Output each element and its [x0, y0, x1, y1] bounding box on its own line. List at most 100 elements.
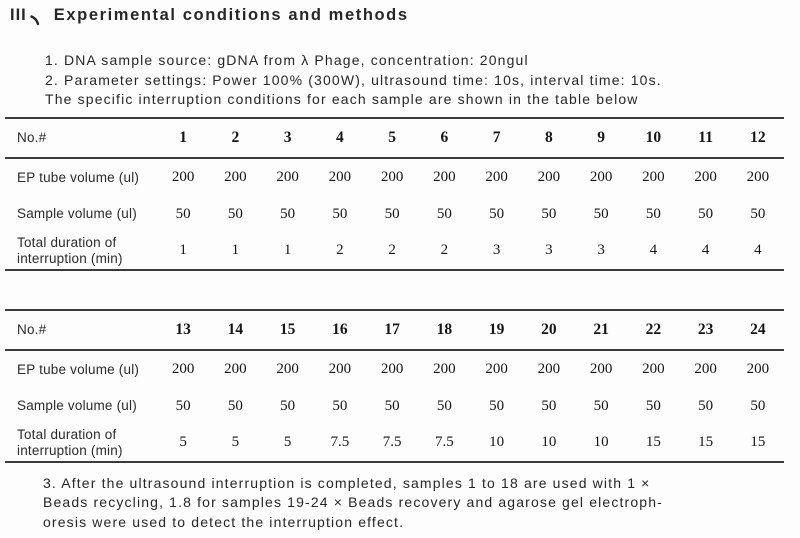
sample-number: 5: [366, 118, 419, 159]
value-cell: 50: [436, 205, 452, 222]
value-cell: 50: [175, 205, 191, 222]
value-cell: 50: [489, 397, 505, 414]
value-cell: 15: [645, 434, 661, 450]
sample-number: 20: [522, 310, 575, 351]
value-cell: 200: [485, 169, 508, 185]
value-cell: 15: [750, 434, 766, 450]
value-cell: 200: [328, 361, 352, 377]
value-cell: 200: [537, 361, 561, 377]
conditions-table-1-wrap: No.# 1 2 3 4 5 6 7 8 9 10 11 12 EP tube volume (ul) 20…: [5, 117, 784, 271]
value-cell: 5: [231, 434, 240, 450]
value-cell: 200: [537, 169, 561, 185]
conditions-table-samples-13-24: No.# 13 14 15 16 17 18 19 20 21 22 23 24 EP tube volu…: [5, 309, 784, 463]
footnote-line-1: 3. After the ultrasound interruption is …: [43, 475, 651, 491]
value-cell: 10: [593, 434, 609, 450]
sample-number: 21: [575, 310, 628, 351]
sample-number: 9: [575, 118, 628, 159]
value-cell: 50: [280, 205, 296, 222]
value-cell: 50: [541, 397, 557, 414]
intro-line-1: 1. DNA sample source: gDNA from λ Phage,…: [45, 52, 529, 68]
sample-number: 17: [366, 310, 419, 351]
sample-number: 23: [679, 310, 732, 351]
value-cell: 200: [589, 169, 613, 185]
table-row: Sample volume (ul) 50 50 50 50 50 50 50 50 50 50 50…: [5, 388, 784, 424]
footnote-paragraph: 3. After the ultrasound interruption is …: [43, 474, 788, 532]
corner-label: No.#: [5, 310, 157, 351]
section-title-text: Experimental conditions and methods: [53, 6, 409, 24]
value-cell: 50: [436, 397, 452, 414]
sample-number: 10: [627, 118, 680, 159]
value-cell: 50: [227, 397, 243, 414]
value-cell: 1: [179, 242, 187, 258]
value-cell: 50: [750, 397, 766, 414]
value-cell: 200: [485, 361, 508, 377]
value-cell: 4: [701, 242, 710, 258]
footnote-line-3: oresis were used to detect the interrupt…: [43, 513, 405, 530]
value-cell: 50: [645, 205, 661, 222]
value-cell: 5: [179, 434, 187, 450]
value-cell: 200: [224, 361, 247, 377]
sample-number: 4: [313, 118, 366, 159]
value-cell: 50: [541, 205, 557, 222]
value-cell: 50: [384, 397, 400, 414]
row-label: EP tube volume (ul): [17, 169, 140, 185]
ideographic-comma-icon: [29, 12, 41, 26]
table-row: EP tube volume (ul) 200 200 200 200 200 200 200…: [5, 158, 784, 196]
table-row: Total duration of interruption (min) 5 5 5 7…: [5, 424, 784, 462]
value-cell: 3: [492, 242, 501, 258]
row-label: Total duration of interruption (min): [17, 427, 123, 458]
value-cell: 50: [593, 205, 609, 222]
sample-number: 19: [470, 310, 523, 351]
value-cell: 1: [231, 242, 240, 258]
value-cell: 15: [698, 434, 714, 450]
sample-number: 7: [470, 118, 523, 159]
conditions-table-samples-1-12: No.# 1 2 3 4 5 6 7 8 9 10 11 12 EP tube volume (ul) 20…: [5, 117, 784, 271]
sample-number: 3: [261, 118, 314, 159]
value-cell: 200: [433, 361, 456, 377]
sample-number: 12: [731, 118, 784, 159]
value-cell: 50: [332, 205, 348, 222]
value-cell: 7.5: [382, 434, 402, 450]
value-cell: 50: [698, 205, 714, 222]
value-cell: 200: [433, 169, 456, 185]
value-cell: 200: [589, 361, 613, 377]
table-row: Total duration of interruption (min) 1 1 1 2…: [5, 232, 784, 270]
value-cell: 2: [388, 242, 396, 258]
intro-line-3: The specific interruption conditions for…: [45, 91, 639, 107]
value-cell: 50: [645, 397, 661, 414]
value-cell: 200: [276, 361, 299, 377]
value-cell: 200: [694, 361, 717, 377]
row-label: Sample volume (ul): [17, 206, 137, 222]
value-cell: 200: [694, 169, 717, 185]
value-cell: 50: [750, 205, 766, 222]
section-title: III Experimental conditions and methods: [10, 6, 409, 26]
value-cell: 1: [283, 242, 292, 258]
value-cell: 200: [380, 169, 404, 185]
value-cell: 200: [746, 361, 770, 377]
value-cell: 200: [380, 361, 404, 377]
sample-number: 8: [522, 118, 575, 159]
table-row: Sample volume (ul) 50 50 50 50 50 50 50 50 50 50 50…: [5, 196, 784, 232]
sample-number: 6: [418, 118, 471, 159]
value-cell: 200: [642, 169, 665, 185]
corner-label: No.#: [5, 118, 157, 159]
sample-number: 15: [261, 310, 314, 351]
value-cell: 3: [545, 242, 553, 258]
header-row: No.# 1 2 3 4 5 6 7 8 9 10 11 12: [5, 118, 784, 159]
sample-number: 18: [418, 310, 471, 351]
row-label: Sample volume (ul): [17, 398, 137, 414]
value-cell: 50: [332, 397, 348, 414]
intro-paragraph: 1. DNA sample source: gDNA from λ Phage,…: [45, 51, 785, 110]
value-cell: 50: [280, 397, 296, 414]
value-cell: 200: [328, 169, 352, 185]
value-cell: 7.5: [435, 434, 454, 450]
value-cell: 3: [597, 242, 605, 258]
value-cell: 200: [642, 361, 665, 377]
sample-number: 16: [313, 310, 366, 351]
value-cell: 50: [175, 397, 191, 414]
conditions-table-2-wrap: No.# 13 14 15 16 17 18 19 20 21 22 23 24 EP tube volu…: [5, 309, 784, 463]
value-cell: 200: [171, 361, 195, 377]
value-cell: 5: [283, 434, 292, 450]
footnote-line-2: Beads recycling, 1.8 for samples 19-24 ×…: [43, 494, 663, 511]
value-cell: 10: [541, 434, 557, 450]
